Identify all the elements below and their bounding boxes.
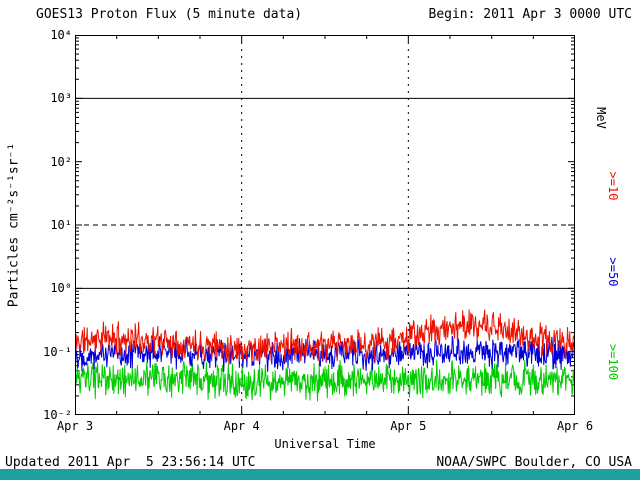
updated-label: Updated 2011 Apr 5 23:56:14 UTC [5,455,256,470]
y-tick-label: 10² [50,154,72,169]
bottom-bar [0,469,640,480]
y-tick-label: 10⁻² [43,408,72,422]
x-tick-label: Apr 5 [390,419,427,433]
series-line--100-mev [75,359,575,402]
y-tick-label: 10⁰ [50,281,72,296]
y-tick-label: 10¹ [50,218,72,232]
y-tick-label: 10⁴ [50,28,72,42]
y-axis-label: Particles cm⁻²s⁻¹sr⁻¹ [6,142,22,308]
y-tick-label: 10⁻¹ [43,344,72,359]
y-tick-label: 10³ [50,91,72,106]
x-axis-label: Universal Time [274,437,376,451]
begin-time-label: Begin: 2011 Apr 3 0000 UTC [428,7,633,22]
series-line--50-mev [75,335,575,372]
right-axis-threshold-label: >=10 [606,171,620,201]
plot-area [75,35,575,415]
plot-frame [75,35,575,415]
right-axis-unit-label: MeV [594,107,608,129]
x-tick-label: Apr 4 [223,419,260,433]
x-tick-label: Apr 6 [556,419,594,433]
right-axis-threshold-label: >=100 [606,343,620,381]
x-tick-label: Apr 3 [56,419,94,433]
series-line--10-mev [75,309,575,365]
source-label: NOAA/SWPC Boulder, CO USA [436,455,632,470]
chart-title: GOES13 Proton Flux (5 minute data) [36,7,303,22]
right-axis-threshold-label: >=50 [606,257,620,287]
